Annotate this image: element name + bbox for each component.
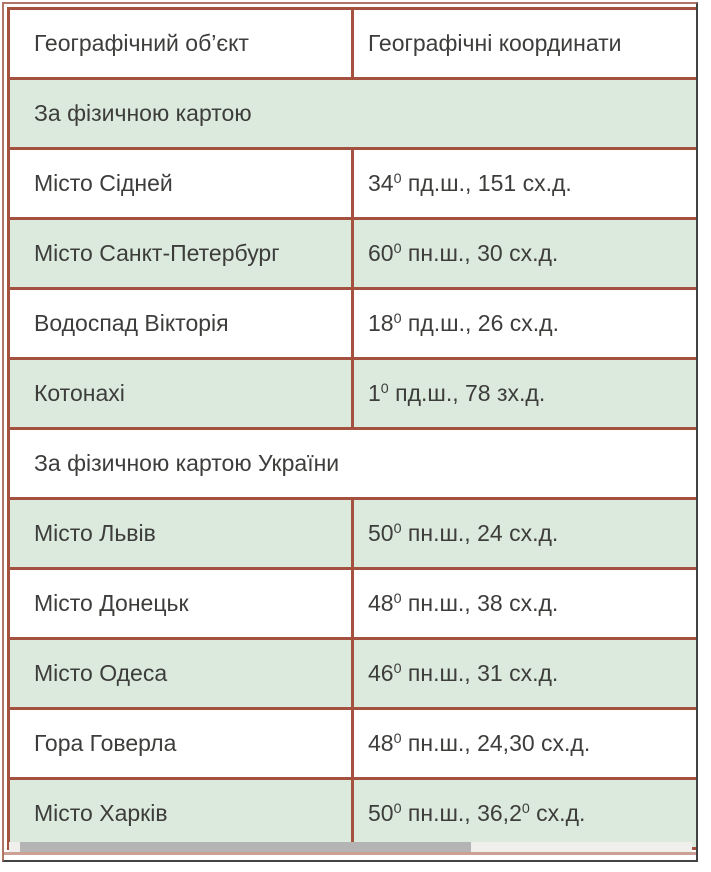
coordinate-text: пн.ш., 24,30 сх.д.	[401, 730, 591, 756]
table-row: Місто Львів 500 пн.ш., 24 сх.д.	[7, 497, 696, 570]
table-row: Водоспад Вікторія 180 пд.ш., 26 сх.д.	[7, 287, 696, 360]
degree-superscript: 0	[393, 731, 402, 748]
horizontal-scrollbar[interactable]	[9, 842, 692, 852]
coordinates-cell: 480 пн.ш., 24,30 сх.д.	[351, 707, 696, 780]
coordinates-cell: 480 пн.ш., 38 сх.д.	[351, 567, 696, 640]
section-label: За фізичною картою України	[7, 427, 696, 500]
coordinates-cell: 10 пд.ш., 78 зх.д.	[351, 357, 696, 430]
coordinate-text: 48	[368, 590, 394, 616]
table-row: Гора Говерла 480 пн.ш., 24,30 сх.д.	[7, 707, 696, 780]
coordinate-text: 1	[368, 380, 381, 406]
table-row: Місто Одеса 460 пн.ш., 31 сх.д.	[7, 637, 696, 710]
degree-superscript: 0	[393, 661, 402, 678]
table-row: Місто Санкт-Петербург 600 пн.ш., 30 сх.д.	[7, 217, 696, 290]
object-cell: Місто Львів	[7, 497, 354, 570]
section-label: За фізичною картою	[7, 77, 696, 150]
coordinate-text: пн.ш., 31 сх.д.	[401, 660, 559, 686]
column-header-object: Географічний об’єкт	[7, 7, 354, 80]
coordinate-text: 48	[368, 730, 394, 756]
coordinates-cell: 460 пн.ш., 31 сх.д.	[351, 637, 696, 710]
scrollbar-thumb[interactable]	[19, 842, 471, 852]
table-bottom-border	[4, 852, 696, 855]
coordinate-text: сх.д.	[529, 800, 586, 826]
coordinate-text: пн.ш., 30 сх.д.	[401, 240, 559, 266]
degree-superscript: 0	[393, 171, 402, 188]
object-cell: Місто Санкт-Петербург	[7, 217, 354, 290]
object-cell: Місто Одеса	[7, 637, 354, 710]
object-cell: Котонахі	[7, 357, 354, 430]
degree-superscript: 0	[380, 381, 389, 398]
coordinates-table: Географічний об’єкт Географічні координа…	[7, 7, 696, 850]
object-cell: Місто Сідней	[7, 147, 354, 220]
coordinate-text: 50	[368, 800, 394, 826]
coordinate-text: 18	[368, 310, 394, 336]
coordinate-text: пн.ш., 38 сх.д.	[401, 590, 559, 616]
coordinates-cell: 340 пд.ш., 151 сх.д.	[351, 147, 696, 220]
table-row: Місто Сідней 340 пд.ш., 151 сх.д.	[7, 147, 696, 220]
object-cell: Місто Донецьк	[7, 567, 354, 640]
coordinate-text: 34	[368, 170, 394, 196]
section-row: За фізичною картою	[7, 77, 696, 150]
coordinates-cell: 500 пн.ш., 36,20 сх.д.	[351, 777, 696, 850]
object-cell: Місто Харків	[7, 777, 354, 850]
table-row: Місто Донецьк 480 пн.ш., 38 сх.д.	[7, 567, 696, 640]
coordinate-text: пн.ш., 24 сх.д.	[401, 520, 559, 546]
table-row: Місто Харків 500 пн.ш., 36,20 сх.д.	[7, 777, 696, 850]
coordinate-text: 50	[368, 520, 394, 546]
coordinate-text: 60	[368, 240, 394, 266]
coordinate-text: пд.ш., 151 сх.д.	[401, 170, 572, 196]
coordinate-text: пд.ш., 26 сх.д.	[401, 310, 559, 336]
degree-superscript: 0	[521, 801, 530, 818]
degree-superscript: 0	[393, 311, 402, 328]
table-body: За фізичною картою Місто Сідней 340 пд.ш.,…	[7, 77, 696, 850]
object-cell: Водоспад Вікторія	[7, 287, 354, 360]
coordinate-text: пн.ш., 36,2	[401, 800, 522, 826]
column-header-coordinates: Географічні координати	[351, 7, 696, 80]
section-row: За фізичною картою України	[7, 427, 696, 500]
coordinates-cell: 600 пн.ш., 30 сх.д.	[351, 217, 696, 290]
coordinate-text: 46	[368, 660, 394, 686]
header-row: Географічний об’єкт Географічні координа…	[7, 7, 696, 80]
table-scroll-container[interactable]: Географічний об’єкт Географічні координа…	[2, 2, 698, 862]
coordinates-cell: 180 пд.ш., 26 сх.д.	[351, 287, 696, 360]
degree-superscript: 0	[393, 521, 402, 538]
object-cell: Гора Говерла	[7, 707, 354, 780]
table-row: Котонахі 10 пд.ш., 78 зх.д.	[7, 357, 696, 430]
degree-superscript: 0	[393, 241, 402, 258]
degree-superscript: 0	[393, 801, 402, 818]
degree-superscript: 0	[393, 591, 402, 608]
coordinates-cell: 500 пн.ш., 24 сх.д.	[351, 497, 696, 570]
coordinate-text: пд.ш., 78 зх.д.	[388, 380, 546, 406]
